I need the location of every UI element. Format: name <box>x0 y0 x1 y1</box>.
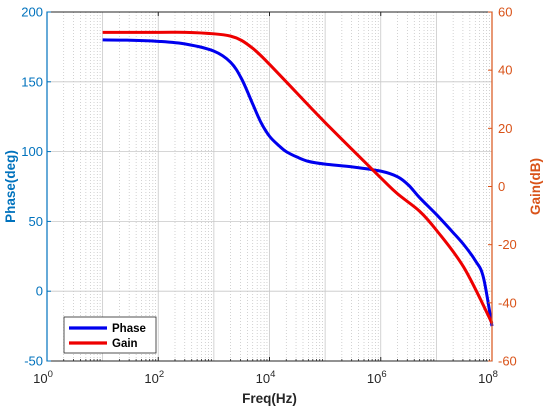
y-axis-left-title: Phase(deg) <box>3 150 18 223</box>
axis-ticks <box>46 11 493 362</box>
x-axis-title: Freq(Hz) <box>242 391 297 406</box>
legend-box <box>63 316 157 354</box>
x-tick-label: 100 <box>33 369 53 386</box>
y-left-tick-label: 200 <box>21 5 43 20</box>
y-left-tick-label: -50 <box>24 354 43 369</box>
series-line-gain <box>102 30 494 324</box>
x-tick-label: 102 <box>144 369 164 386</box>
y-left-tick-label: 0 <box>36 284 43 299</box>
legend-label-phase: Phase <box>112 323 146 335</box>
legend-label-gain: Gain <box>112 338 138 350</box>
x-tick-label: 108 <box>478 369 498 386</box>
y-left-tick-label: 100 <box>21 144 43 159</box>
y-right-tick-label: 0 <box>498 179 505 194</box>
y-right-tick-label: 40 <box>498 63 512 78</box>
y-left-tick-label: 50 <box>29 214 43 229</box>
y-right-tick-label: 60 <box>498 5 512 20</box>
series-line-phase <box>102 38 494 327</box>
x-tick-label: 104 <box>256 369 276 386</box>
legend: Phase Gain <box>63 316 157 354</box>
y-right-tick-label: -60 <box>498 354 517 369</box>
x-tick-label: 106 <box>367 369 387 386</box>
y-right-tick-label: -20 <box>498 237 517 252</box>
y-axis-right-title: Gain(dB) <box>528 158 543 215</box>
tick-labels: 100 102 104 106 108 -50 0 50 100 150 200 -60 -40 -20 0… <box>21 5 517 387</box>
y-right-tick-label: 20 <box>498 121 512 136</box>
y-left-tick-label: 150 <box>21 74 43 89</box>
data-series <box>102 30 494 327</box>
y-right-tick-label: -40 <box>498 295 517 310</box>
